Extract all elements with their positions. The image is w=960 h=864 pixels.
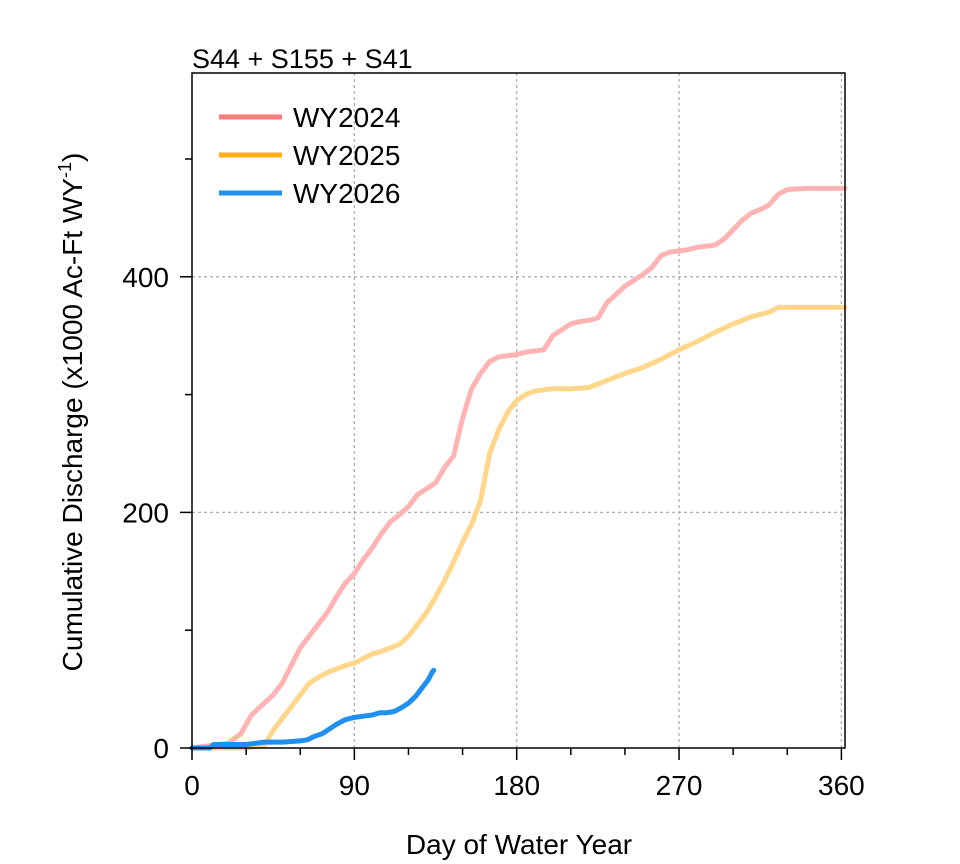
series-line-wy2026 [189,667,437,751]
series-line-wy2024 [189,185,848,751]
legend-label-wy2026: WY2026 [293,178,400,209]
x-tick-label: 180 [493,770,540,801]
x-tick-label: 360 [818,770,865,801]
legend-label-wy2025: WY2025 [293,140,400,171]
y-tick-label: 400 [122,262,169,293]
y-axis-label-superscript: -1 [55,162,75,178]
chart-title: S44 + S155 + S41 [192,44,413,74]
y-axis-label: Cumulative Discharge (x1000 Ac-Ft WY-1) [55,153,88,672]
y-axis: 0 200 400 [122,158,192,764]
y-axis-label-main: Cumulative Discharge (x1000 Ac-Ft WY [57,178,88,672]
legend-label-wy2024: WY2024 [293,102,400,133]
y-tick-label: 200 [122,497,169,528]
x-tick-label: 270 [656,770,703,801]
legend: WY2024 WY2025 WY2026 [219,102,400,209]
y-axis-label-close: ) [57,153,88,162]
series-layer [189,185,848,751]
x-axis-label: Day of Water Year [406,829,632,860]
plot-frame [191,72,846,749]
y-tick-label: 0 [153,733,169,764]
series-line-wy2025 [189,304,848,751]
x-tick-label: 0 [184,770,200,801]
grid-lines [192,73,845,748]
x-tick-label: 90 [339,770,370,801]
x-axis: 0 90 180 270 360 [184,748,865,801]
